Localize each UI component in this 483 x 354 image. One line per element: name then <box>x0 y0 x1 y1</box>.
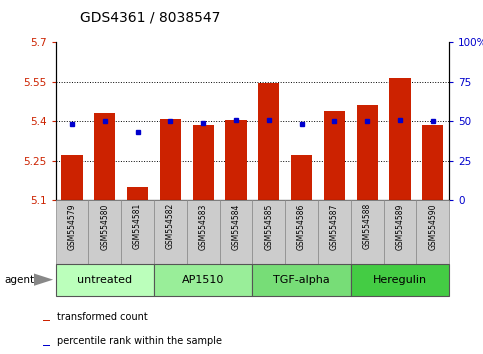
Text: GSM554585: GSM554585 <box>264 203 273 250</box>
Bar <box>160 119 181 200</box>
Text: TGF-alpha: TGF-alpha <box>273 275 330 285</box>
Text: GSM554586: GSM554586 <box>297 203 306 250</box>
Text: GSM554589: GSM554589 <box>396 203 404 250</box>
Bar <box>324 111 345 200</box>
Text: GSM554579: GSM554579 <box>68 203 76 250</box>
Polygon shape <box>34 273 53 286</box>
Bar <box>351 264 449 296</box>
Bar <box>56 264 154 296</box>
Text: transformed count: transformed count <box>57 312 148 322</box>
Bar <box>88 200 121 264</box>
Text: untreated: untreated <box>77 275 132 285</box>
Bar <box>154 200 187 264</box>
Bar <box>291 155 312 200</box>
Bar <box>94 113 115 200</box>
Bar <box>193 125 214 200</box>
Bar <box>252 264 351 296</box>
Text: agent: agent <box>5 275 35 285</box>
Bar <box>56 200 88 264</box>
Text: GSM554588: GSM554588 <box>363 203 372 250</box>
Bar <box>154 264 252 296</box>
Bar <box>389 78 411 200</box>
Bar <box>422 125 443 200</box>
Bar <box>258 83 280 200</box>
Text: GSM554581: GSM554581 <box>133 203 142 250</box>
Bar <box>127 187 148 200</box>
Bar <box>121 200 154 264</box>
Text: AP1510: AP1510 <box>182 275 224 285</box>
Text: GSM554583: GSM554583 <box>199 203 208 250</box>
Text: GSM554587: GSM554587 <box>330 203 339 250</box>
Bar <box>225 120 247 200</box>
Bar <box>187 200 220 264</box>
Text: GSM554584: GSM554584 <box>231 203 241 250</box>
Text: percentile rank within the sample: percentile rank within the sample <box>57 336 222 346</box>
Bar <box>356 105 378 200</box>
Bar <box>384 200 416 264</box>
Text: GSM554582: GSM554582 <box>166 203 175 250</box>
Bar <box>285 200 318 264</box>
Bar <box>61 155 83 200</box>
Bar <box>252 200 285 264</box>
Text: GSM554590: GSM554590 <box>428 203 437 250</box>
Text: Heregulin: Heregulin <box>373 275 427 285</box>
Bar <box>43 345 50 346</box>
Text: GSM554580: GSM554580 <box>100 203 109 250</box>
Bar <box>220 200 252 264</box>
Bar <box>43 320 50 321</box>
Bar <box>351 200 384 264</box>
Bar <box>318 200 351 264</box>
Bar <box>416 200 449 264</box>
Text: GDS4361 / 8038547: GDS4361 / 8038547 <box>80 11 220 25</box>
